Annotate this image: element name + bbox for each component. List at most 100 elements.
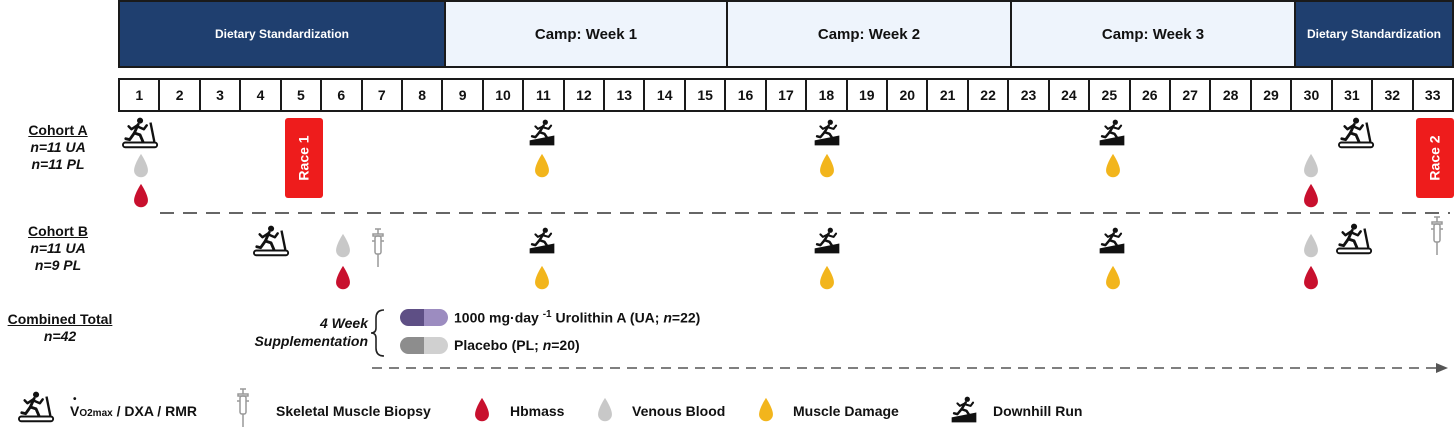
legend-vo2max-dxa-rmr: • VO2max / DXA / RMR	[70, 394, 197, 419]
supplementation-line-2: Supplementation	[254, 333, 368, 349]
muscle-biopsy-icon	[236, 388, 250, 428]
downhill-run-icon	[1098, 118, 1126, 148]
venous-blood-icon	[596, 397, 614, 423]
day-cell: 17	[767, 80, 808, 110]
day-cell: 18	[807, 80, 848, 110]
venous-blood-icon	[1302, 233, 1320, 259]
phase-camp-week-1: Camp: Week 1	[444, 0, 728, 68]
cohort-b-ua-count: n=11 UA	[30, 240, 86, 256]
combined-total-count: n=42	[43, 328, 77, 344]
cohort-b-label: Cohort B n=11 UA n=9 PL	[10, 223, 106, 274]
legend-muscle-damage: Muscle Damage	[793, 403, 899, 419]
legend-skeletal-muscle-biopsy: Skeletal Muscle Biopsy	[276, 403, 431, 419]
cohort-separator-line	[160, 212, 1450, 214]
venous-blood-icon	[334, 233, 352, 259]
day-cell: 20	[888, 80, 929, 110]
day-cell: 11	[524, 80, 565, 110]
muscle-damage-icon	[818, 153, 836, 179]
legend-hbmass: Hbmass	[510, 403, 565, 419]
treadmill-icon	[18, 390, 56, 424]
phase-label: Camp: Week 1	[534, 25, 638, 43]
phase-camp-week-2: Camp: Week 2	[726, 0, 1012, 68]
muscle-damage-icon	[533, 153, 551, 179]
cohort-a-name: Cohort A	[28, 122, 88, 138]
downhill-run-icon	[1098, 226, 1126, 256]
phase-dietary-standardization-2: Dietary Standardization	[1294, 0, 1454, 68]
day-cell: 2	[160, 80, 201, 110]
day-cell: 23	[1009, 80, 1050, 110]
day-cell: 33	[1424, 87, 1441, 103]
supplementation-label: 4 Week Supplementation	[234, 314, 368, 350]
downhill-run-icon	[813, 118, 841, 148]
hbmass-icon	[1302, 265, 1320, 291]
day-cell: 14	[645, 80, 686, 110]
downhill-run-icon	[950, 395, 978, 425]
phase-dietary-standardization-1: Dietary Standardization	[118, 0, 446, 68]
treadmill-icon	[1338, 116, 1376, 150]
phase-label: Camp: Week 2	[817, 25, 921, 43]
treadmill-icon	[1336, 222, 1374, 256]
phase-camp-week-3: Camp: Week 3	[1010, 0, 1296, 68]
day-cell: 9	[443, 80, 484, 110]
venous-blood-icon	[132, 153, 150, 179]
combined-total-name: Combined Total	[7, 311, 113, 327]
placebo-capsule-icon	[400, 337, 448, 354]
muscle-damage-icon	[533, 265, 551, 291]
race-2-marker: Race 2	[1416, 118, 1454, 198]
day-cell: 32	[1373, 80, 1414, 110]
day-cell: 24	[1050, 80, 1091, 110]
muscle-damage-icon	[818, 265, 836, 291]
day-cell: 26	[1131, 80, 1171, 110]
day-cell: 6	[322, 80, 363, 110]
cohort-b-pl-count: n=9 PL	[34, 257, 82, 273]
day-cell: 16	[726, 80, 767, 110]
day-cell: 28	[1211, 80, 1252, 110]
downhill-run-icon	[528, 226, 556, 256]
day-row: 1 2 3 4 5 6 7 8 9 10 11 12 13 14 15 16 17 18 19 20 21 22 23 24 2…	[118, 78, 1454, 112]
hbmass-icon	[1302, 183, 1320, 209]
day-cell: 10	[484, 80, 525, 110]
day-cell: 1	[120, 80, 161, 110]
day-cell: 25	[1090, 80, 1131, 110]
race-1-label: Race 1	[296, 135, 312, 181]
race-2-label: Race 2	[1427, 135, 1443, 181]
muscle-biopsy-icon	[1430, 216, 1444, 256]
placebo-label: Placebo (PL; n=20)	[454, 337, 580, 353]
muscle-damage-icon	[1104, 153, 1122, 179]
day-cell: 13	[605, 80, 646, 110]
cohort-a-label: Cohort A n=11 UA n=11 PL	[10, 122, 106, 173]
day-cell: 4	[241, 80, 282, 110]
day-cell: 21	[928, 80, 969, 110]
urolithin-a-label: 1000 mg·day -1 Urolithin A (UA; n=22)	[454, 309, 701, 326]
day-cell: 3	[201, 80, 242, 110]
day-cell: 8	[403, 80, 444, 110]
legend-downhill-run: Downhill Run	[993, 403, 1083, 419]
day-cell: 30	[1292, 80, 1333, 110]
cohort-b-name: Cohort B	[28, 223, 88, 239]
day-cell: 12	[565, 80, 606, 110]
supplementation-arrow	[372, 363, 1448, 373]
phase-label: Dietary Standardization	[214, 27, 350, 41]
cohort-a-pl-count: n=11 PL	[31, 156, 85, 172]
day-cell: 29	[1252, 80, 1293, 110]
venous-blood-icon	[1302, 153, 1320, 179]
supplementation-line-1: 4 Week	[320, 315, 368, 331]
muscle-biopsy-icon	[371, 228, 385, 268]
day-cell: 7	[363, 80, 403, 110]
combined-total-label: Combined Total n=42	[0, 311, 120, 345]
day-cell: 22	[969, 80, 1010, 110]
treadmill-icon	[253, 224, 291, 258]
day-cell: 27	[1171, 80, 1212, 110]
day-cell: 15	[686, 80, 727, 110]
cohort-a-ua-count: n=11 UA	[30, 139, 86, 155]
day-cell: 31	[1333, 80, 1374, 110]
downhill-run-icon	[813, 226, 841, 256]
phase-label: Camp: Week 3	[1101, 25, 1205, 43]
hbmass-icon	[473, 397, 491, 423]
downhill-run-icon	[528, 118, 556, 148]
urolithin-a-capsule-icon	[400, 309, 448, 326]
race-1-marker: Race 1	[285, 118, 323, 198]
legend-venous-blood: Venous Blood	[632, 403, 726, 419]
treadmill-icon	[122, 116, 160, 150]
day-cell: 5	[282, 80, 323, 110]
